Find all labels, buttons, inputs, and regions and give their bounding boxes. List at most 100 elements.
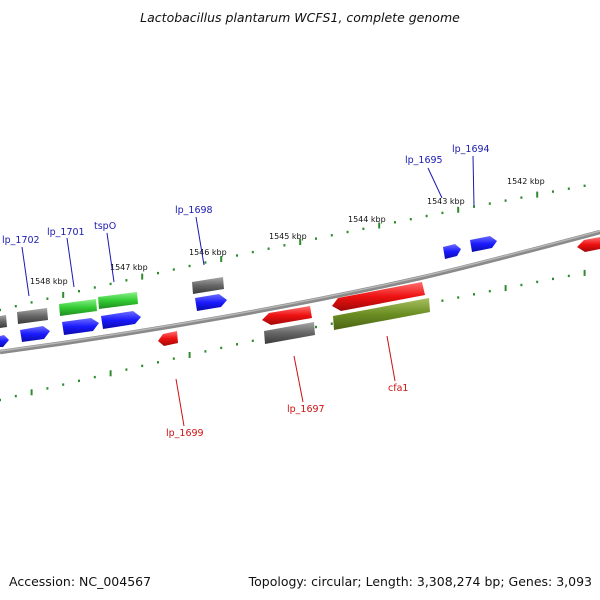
gene-label-cfa1[interactable]: cfa1 xyxy=(388,383,408,394)
minor-tick-mark xyxy=(283,244,286,247)
minor-tick-mark xyxy=(157,271,159,275)
minor-tick-mark xyxy=(204,261,207,264)
major-tick-mark xyxy=(109,370,112,377)
minor-tick-mark xyxy=(330,234,333,237)
minor-tick-mark xyxy=(473,205,475,208)
minor-tick-mark xyxy=(30,301,33,304)
minor-tick-mark xyxy=(362,227,365,230)
genome-backbone xyxy=(0,229,600,355)
minor-tick-mark xyxy=(409,218,412,221)
leader-line-lp_1701 xyxy=(66,237,75,288)
minor-tick-mark xyxy=(157,361,159,364)
minor-tick-mark xyxy=(346,230,349,234)
gene-label-lp_1697[interactable]: lp_1697 xyxy=(287,404,325,415)
minor-tick-mark xyxy=(14,394,17,398)
gene-label-lp_1698[interactable]: lp_1698 xyxy=(175,205,213,216)
major-tick-mark xyxy=(62,291,65,298)
gene-box-cfa1[interactable] xyxy=(333,298,430,330)
gene-label-tspO[interactable]: tspO xyxy=(94,221,116,232)
leader-line-lp_1698 xyxy=(195,216,205,266)
minor-tick-mark xyxy=(46,387,49,390)
minor-tick-mark xyxy=(236,254,238,257)
gene-arrow-lp_1693[interactable] xyxy=(577,237,600,252)
leader-line-lp_1702 xyxy=(21,246,30,297)
gene-box-lp_1698[interactable] xyxy=(192,277,224,294)
gene-box-lp_1697[interactable] xyxy=(264,322,315,344)
minor-tick-mark xyxy=(315,237,317,240)
tick-label-1548: 1548 kbp xyxy=(30,277,68,286)
minor-tick-mark xyxy=(394,221,396,224)
minor-tick-mark xyxy=(0,398,1,402)
gene-arrow-lp_1699[interactable] xyxy=(158,331,178,346)
major-tick-mark xyxy=(378,222,381,229)
minor-tick-mark xyxy=(520,283,523,287)
gene-box-lp_1702[interactable] xyxy=(17,308,48,324)
gene-label-lp_1701[interactable]: lp_1701 xyxy=(47,227,85,238)
tick-label-1543: 1543 kbp xyxy=(427,197,465,206)
gene-arrow-lp_1694[interactable] xyxy=(470,236,497,252)
major-tick-mark xyxy=(583,269,586,276)
leader-lines xyxy=(21,155,475,427)
gene-arrow-cfa1[interactable] xyxy=(332,282,425,311)
minor-tick-mark xyxy=(46,297,49,300)
leader-line-lp_1695 xyxy=(427,167,443,199)
tick-label-1546: 1546 kbp xyxy=(189,248,227,257)
minor-tick-mark xyxy=(251,250,254,254)
gene-box-partial-left[interactable] xyxy=(0,315,7,328)
map-title: Lactobacillus plantarum WCFS1, complete … xyxy=(140,10,460,25)
gene-arrow-lp_1702[interactable] xyxy=(20,326,50,342)
minor-tick-mark xyxy=(0,308,1,312)
minor-tick-mark xyxy=(330,322,333,325)
minor-tick-mark xyxy=(583,184,586,187)
forward-genes xyxy=(0,236,497,347)
gene-box-lp_1701[interactable] xyxy=(59,299,97,316)
leader-line-lp_1694 xyxy=(472,155,475,207)
major-tick-mark xyxy=(30,389,33,396)
forward-tick-track xyxy=(0,184,586,312)
minor-tick-mark xyxy=(552,190,554,193)
leader-line-cfa1 xyxy=(386,335,396,382)
reverse-genes xyxy=(158,237,600,346)
minor-tick-mark xyxy=(315,325,317,329)
minor-tick-mark xyxy=(504,199,507,202)
minor-tick-mark xyxy=(125,368,128,371)
tick-label-1542: 1542 kbp xyxy=(507,177,545,186)
minor-tick-mark xyxy=(488,202,491,205)
minor-tick-mark xyxy=(188,264,191,268)
gene-arrow-tspO[interactable] xyxy=(101,311,141,329)
gene-arrow-lp_1697[interactable] xyxy=(262,306,312,325)
major-tick-mark xyxy=(220,256,223,262)
minor-tick-mark xyxy=(14,305,17,308)
major-tick-mark xyxy=(188,352,191,358)
minor-tick-mark xyxy=(78,379,80,382)
minor-tick-mark xyxy=(567,274,570,278)
leader-line-lp_1699 xyxy=(175,378,185,427)
tick-label-1547: 1547 kbp xyxy=(110,263,148,272)
kbp-tick-labels: 1542 kbp 1543 kbp 1544 kbp 1545 kbp 1546… xyxy=(30,177,545,286)
minor-tick-mark xyxy=(172,268,175,271)
gene-box-tspO[interactable] xyxy=(98,292,138,309)
minor-tick-mark xyxy=(125,279,128,282)
gene-arrow-lp_1695[interactable] xyxy=(443,244,461,259)
minor-tick-mark xyxy=(425,214,428,218)
minor-tick-mark xyxy=(251,339,254,342)
minor-tick-mark xyxy=(204,350,207,353)
gene-arrow-lp_1701[interactable] xyxy=(62,318,99,335)
gene-label-lp_1699[interactable]: lp_1699 xyxy=(166,428,204,439)
minor-tick-mark xyxy=(220,346,223,350)
minor-tick-mark xyxy=(441,299,444,302)
gene-arrow-partial-left[interactable] xyxy=(0,335,9,347)
major-tick-mark xyxy=(536,191,539,198)
gene-label-lp_1695[interactable]: lp_1695 xyxy=(405,155,443,166)
major-tick-mark xyxy=(504,285,507,292)
gene-label-lp_1702[interactable]: lp_1702 xyxy=(2,235,40,246)
minor-tick-mark xyxy=(267,247,270,250)
minor-tick-mark xyxy=(93,286,96,289)
tick-label-1544: 1544 kbp xyxy=(348,215,386,224)
minor-tick-mark xyxy=(78,290,80,293)
minor-tick-mark xyxy=(567,187,570,190)
gene-label-lp_1694[interactable]: lp_1694 xyxy=(452,144,490,155)
gene-arrow-lp_1698[interactable] xyxy=(195,294,227,311)
minor-tick-mark xyxy=(552,277,554,281)
